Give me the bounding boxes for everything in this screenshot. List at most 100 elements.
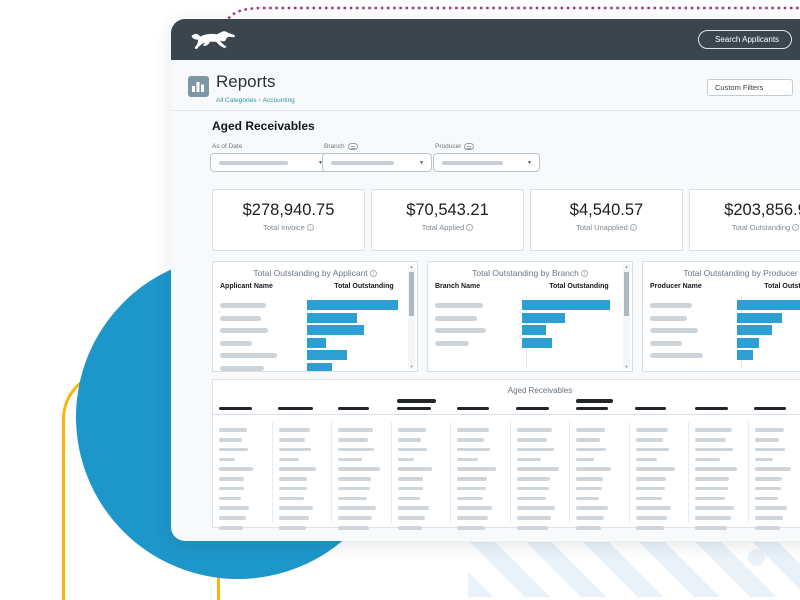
cell-placeholder-bar xyxy=(516,467,559,471)
scrollbar-thumb[interactable] xyxy=(624,272,629,316)
dot-decoration xyxy=(748,549,765,566)
header-placeholder-bar xyxy=(516,406,550,410)
aged-receivables-table: Aged Receivables xyxy=(212,379,800,530)
scrollbar-thumb[interactable] xyxy=(409,272,414,316)
cell-placeholder-bar xyxy=(516,526,549,530)
header-placeholder-bar xyxy=(575,406,608,410)
name-placeholder-bar xyxy=(435,315,477,321)
greyhound-logo-icon xyxy=(191,31,235,50)
chart-row xyxy=(643,349,800,362)
cell-placeholder-bar xyxy=(695,477,729,481)
cell-placeholder-bar xyxy=(695,506,735,511)
placeholder-bar xyxy=(442,161,503,165)
branch-select[interactable]: ▼ xyxy=(322,153,432,172)
name-placeholder-bar xyxy=(650,303,692,308)
header-placeholder-bar xyxy=(635,406,667,410)
scroll-down-icon[interactable]: ▼ xyxy=(409,364,414,369)
filter-producer: Producer ▼ xyxy=(433,143,540,172)
cell-placeholder-bar xyxy=(695,526,728,530)
cell-placeholder-bar xyxy=(635,477,666,481)
search-input[interactable]: Search Applicants xyxy=(698,30,792,49)
table-header-cell xyxy=(332,398,391,410)
cell-placeholder-bar xyxy=(695,447,733,452)
cell-placeholder-bar xyxy=(397,496,420,501)
cell-placeholder-bar xyxy=(635,457,657,462)
value-bar xyxy=(307,362,333,371)
vertical-scrollbar[interactable]: ▲ ▼ xyxy=(408,264,415,369)
cell-placeholder-bar xyxy=(754,447,786,452)
cell-placeholder-bar xyxy=(457,506,492,511)
cell-placeholder-bar xyxy=(695,457,721,462)
chart-row xyxy=(428,312,622,325)
cell-placeholder-bar xyxy=(278,467,317,471)
value-bar xyxy=(522,325,547,335)
chart-row xyxy=(643,299,800,312)
cell-placeholder-bar xyxy=(219,428,247,432)
as-of-date-select[interactable]: ▼ xyxy=(210,153,331,172)
chart-row xyxy=(428,324,622,337)
cell-placeholder-bar xyxy=(695,516,731,520)
cell-placeholder-bar xyxy=(219,477,245,481)
chart-row xyxy=(213,324,407,337)
cell-placeholder-bar xyxy=(219,526,243,530)
cell-placeholder-bar xyxy=(635,437,664,442)
filter-as-of-date: As of Date ▼ xyxy=(210,143,331,172)
value-bar xyxy=(737,300,800,310)
chart-column-headers: Branch Name Total Outstanding xyxy=(435,283,609,290)
kpi-label: Total Unapplied xyxy=(531,223,682,232)
kpi-total-outstanding: $203,856.9 Total Outstanding xyxy=(689,189,800,251)
kpi-total-unapplied: $4,540.57 Total Unapplied xyxy=(530,189,683,251)
cell-placeholder-bar xyxy=(219,496,241,501)
filter-label: Producer xyxy=(435,143,540,150)
producer-select[interactable]: ▼ xyxy=(433,153,540,172)
table-column xyxy=(628,422,689,530)
scroll-up-icon[interactable]: ▲ xyxy=(624,264,629,269)
info-icon xyxy=(792,224,800,232)
kpi-value: $203,856.9 xyxy=(724,201,800,219)
cell-placeholder-bar xyxy=(695,428,732,432)
cell-placeholder-bar xyxy=(516,447,554,452)
cell-placeholder-bar xyxy=(516,516,552,520)
header-placeholder-bar xyxy=(694,406,729,410)
kpi-label: Total Invoice xyxy=(213,223,364,232)
cell-placeholder-bar xyxy=(516,506,556,511)
table-header-cell xyxy=(748,398,800,410)
breadcrumb-all-categories[interactable]: All Categories xyxy=(216,97,257,104)
cell-placeholder-bar xyxy=(754,526,781,530)
chart-outstanding-by-producer: Total Outstanding by Producer Producer N… xyxy=(642,261,800,372)
cell-placeholder-bar xyxy=(278,447,312,452)
cell-placeholder-bar xyxy=(338,506,376,511)
header-placeholder-bar xyxy=(456,406,489,410)
value-bar xyxy=(737,350,754,360)
chart-column-headers: Producer Name Total Outstanding xyxy=(650,283,800,290)
value-bar xyxy=(307,300,399,310)
cell-placeholder-bar xyxy=(278,526,306,530)
chart-row xyxy=(428,299,622,312)
report-section-title: Aged Receivables xyxy=(212,119,315,133)
table-header-cell xyxy=(272,398,331,410)
value-bar xyxy=(307,325,365,335)
table-column xyxy=(331,422,391,530)
custom-filters-button[interactable]: Custom Filters xyxy=(707,79,793,96)
cell-placeholder-bar xyxy=(754,506,787,511)
name-placeholder-bar xyxy=(650,315,687,321)
scroll-up-icon[interactable]: ▲ xyxy=(409,264,414,269)
cell-placeholder-bar xyxy=(516,428,553,432)
vertical-scrollbar[interactable]: ▲ ▼ xyxy=(623,264,630,369)
top-navigation-bar: Search Applicants xyxy=(171,19,800,60)
cell-placeholder-bar xyxy=(278,496,304,501)
cell-placeholder-bar xyxy=(576,526,601,530)
header-placeholder-bar xyxy=(754,406,787,410)
chart-title: Total Outstanding by Applicant xyxy=(213,268,417,278)
cell-placeholder-bar xyxy=(397,486,423,491)
name-placeholder-bar xyxy=(650,328,698,333)
cell-placeholder-bar xyxy=(338,526,370,530)
scroll-down-icon[interactable]: ▼ xyxy=(624,364,629,369)
cell-placeholder-bar xyxy=(635,447,670,452)
table-header-cell xyxy=(213,398,272,410)
table-header-cell xyxy=(510,398,569,410)
cell-placeholder-bar xyxy=(516,477,550,481)
breadcrumb-accounting[interactable]: Accounting xyxy=(262,97,295,104)
chart-title: Total Outstanding by Producer xyxy=(643,268,800,278)
